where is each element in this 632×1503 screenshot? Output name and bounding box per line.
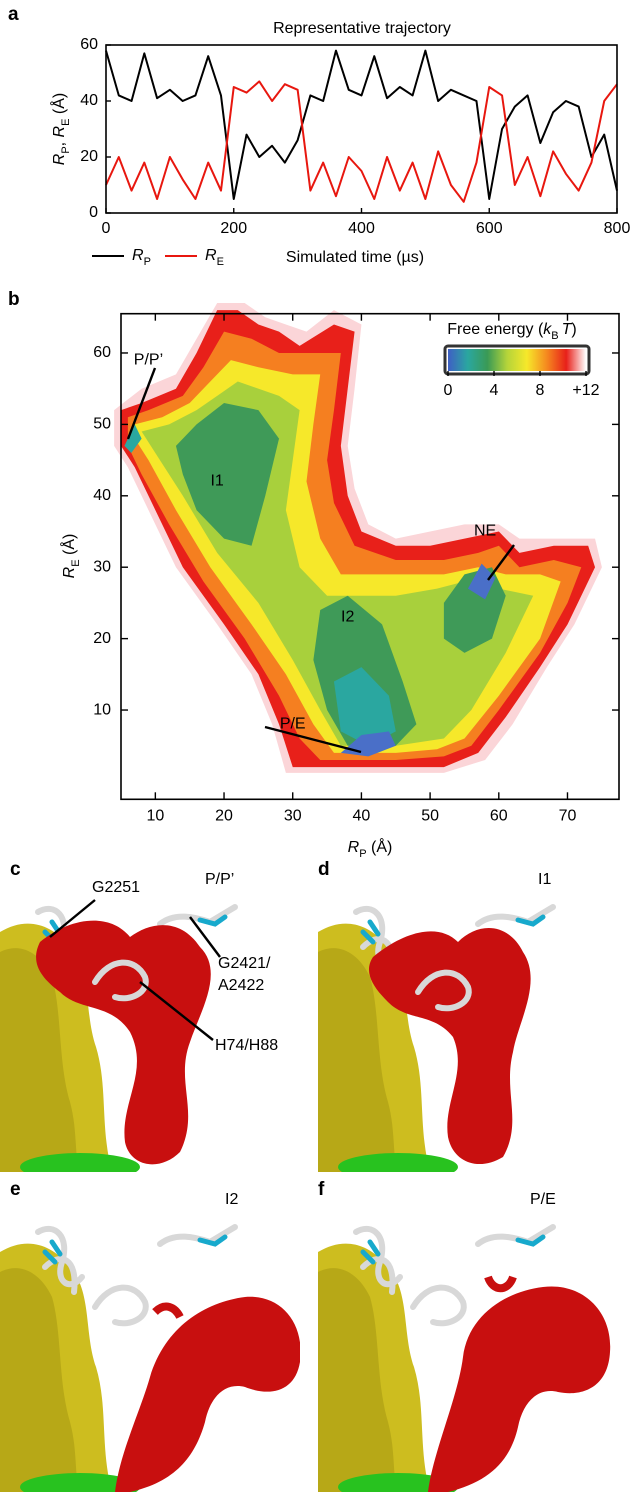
y-tick-label: 0 [89, 204, 98, 221]
residue-label: G2251 [92, 879, 140, 896]
residue-label: G2421/ [218, 955, 271, 972]
residue-label: H74/H88 [215, 1037, 278, 1054]
y-tick-label: 40 [80, 92, 98, 109]
annotation: P/P’ [134, 351, 163, 368]
y-tick-label: 40 [93, 487, 111, 504]
plot-frame [105, 44, 618, 214]
annotation-pointer [264, 725, 362, 754]
panel-label: a [8, 4, 19, 25]
x-tick-label: 0 [102, 220, 111, 237]
x-axis-label: Simulated time (µs) [286, 249, 424, 266]
panel-label: f [318, 1179, 325, 1200]
x-tick-label: 600 [476, 220, 503, 237]
plot-frame [120, 312, 620, 801]
legend-entry: RP [132, 247, 151, 268]
y-axis-label: RP, RE (Å) [49, 93, 72, 165]
annotation-pointer [487, 544, 515, 581]
colorbar-title: Free energy (kB T) [447, 321, 577, 342]
annotation-pointer [139, 981, 214, 1041]
structure-render [36, 920, 211, 1165]
annotation-pointer [126, 367, 157, 440]
structure-panel: d I1 [318, 859, 553, 1181]
panel-label: c [10, 859, 21, 880]
free-energy-landscape [114, 303, 602, 773]
annotation: I1 [210, 473, 223, 490]
annotation: I2 [341, 608, 354, 625]
x-tick-label: 60 [490, 808, 508, 825]
chart-title: Representative trajectory [273, 20, 451, 37]
structure-panel: f P/E [318, 1179, 611, 1492]
state-label: I2 [225, 1191, 238, 1208]
legend-entry: RE [205, 247, 224, 268]
colorbar-tick-label: 8 [536, 382, 545, 399]
y-tick-label: 20 [93, 630, 111, 647]
panel-label: d [318, 859, 330, 880]
x-tick-label: 30 [284, 808, 302, 825]
state-label: I1 [538, 871, 551, 888]
x-tick-label: 800 [604, 220, 631, 237]
y-tick-label: 60 [93, 344, 111, 361]
panel-label: e [10, 1179, 21, 1200]
x-tick-label: 50 [421, 808, 439, 825]
structure-panel: e I2 [0, 1179, 300, 1492]
annotation-pointer [49, 899, 96, 938]
y-tick-label: 50 [93, 416, 111, 433]
x-tick-label: 20 [215, 808, 233, 825]
state-label: P/E [530, 1191, 556, 1208]
y-axis-label: RE (Å) [59, 534, 82, 579]
data-line [105, 80, 618, 203]
colorbar-tick-label: +12 [572, 382, 599, 399]
x-axis-label: RP (Å) [348, 837, 393, 860]
colorbar-tick-label: 4 [490, 382, 499, 399]
residue-label: A2422 [218, 977, 264, 994]
y-tick-label: 20 [80, 148, 98, 165]
data-line [105, 49, 618, 200]
structure-render [115, 1296, 300, 1492]
state-label: P/P’ [205, 871, 234, 888]
annotation: P/E [280, 716, 306, 733]
y-tick-label: 10 [93, 701, 111, 718]
y-tick-label: 30 [93, 558, 111, 575]
y-tick-label: 60 [80, 36, 98, 53]
x-tick-label: 10 [146, 808, 164, 825]
structure-panel: c P/P’ G2251 G2421/ A2422 H74/H88 [0, 859, 278, 1181]
x-tick-label: 40 [353, 808, 371, 825]
structure-render [428, 1286, 611, 1492]
colorbar [448, 349, 586, 371]
x-tick-label: 200 [220, 220, 247, 237]
annotation-pointer [189, 916, 221, 958]
annotation: NE [474, 523, 496, 540]
structure-render [368, 928, 531, 1165]
x-tick-label: 400 [348, 220, 375, 237]
panel-label: b [8, 289, 20, 310]
x-tick-label: 70 [559, 808, 577, 825]
colorbar-tick-label: 0 [444, 382, 453, 399]
